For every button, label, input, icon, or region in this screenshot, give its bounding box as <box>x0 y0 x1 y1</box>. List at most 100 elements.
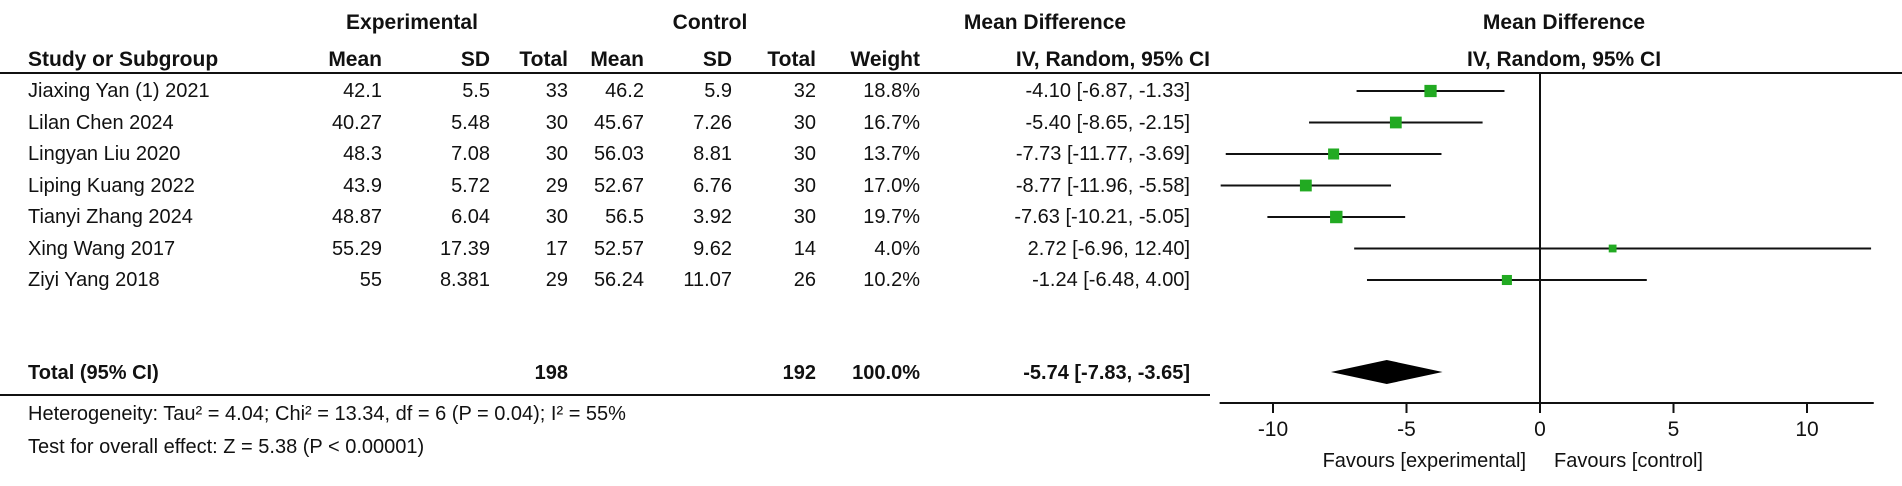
weight: 10.2% <box>863 269 920 291</box>
experimental-header: Experimental <box>346 11 478 34</box>
exp-sd: 17.39 <box>439 237 490 260</box>
ctl-total: 14 <box>793 237 816 260</box>
exp-total-header: Total <box>519 48 568 71</box>
x-tick-label: -10 <box>1258 418 1288 441</box>
ctl-mean: 46.2 <box>605 80 644 102</box>
total-ctl-count: 192 <box>782 362 816 384</box>
exp-total: 29 <box>545 174 568 197</box>
exp-sd: 5.5 <box>462 80 490 102</box>
ctl-total: 30 <box>793 143 816 165</box>
pooled-diamond <box>1330 360 1443 384</box>
header-rule <box>0 72 1902 74</box>
weight: 4.0% <box>874 237 920 260</box>
point-marker <box>1501 274 1512 286</box>
ci-text: 2.72 [-6.96, 12.40] <box>1027 237 1190 260</box>
exp-sd: 5.48 <box>451 111 490 134</box>
ctl-sd: 8.81 <box>693 143 732 165</box>
exp-sd: 6.04 <box>451 206 490 228</box>
ctl-sd: 11.07 <box>683 269 732 291</box>
favours-right-label: Favours [control] <box>1554 450 1703 472</box>
point-marker <box>1328 148 1340 160</box>
total-exp-count: 198 <box>534 362 568 384</box>
ctl-sd: 7.26 <box>693 111 732 134</box>
control-header: Control <box>672 11 748 34</box>
ci-text: -7.63 [-10.21, -5.05] <box>1014 206 1190 228</box>
table-bottom-rule <box>0 394 1210 396</box>
exp-mean: 48.87 <box>331 206 382 228</box>
ci-text: -7.73 [-11.77, -3.69] <box>1015 143 1190 165</box>
exp-total: 33 <box>545 80 568 102</box>
study-name: Ziyi Yang 2018 <box>28 269 160 291</box>
ctl-mean: 56.03 <box>593 143 644 165</box>
exp-total: 29 <box>545 269 568 291</box>
ctl-total: 26 <box>793 269 816 291</box>
weight: 18.8% <box>863 80 920 102</box>
study-name: Tianyi Zhang 2024 <box>28 206 193 228</box>
exp-total: 30 <box>545 111 568 134</box>
study-name: Liping Kuang 2022 <box>28 174 195 197</box>
ctl-sd-header: SD <box>702 48 732 71</box>
favours-left-label: Favours [experimental] <box>1323 450 1526 472</box>
x-tick-label: 10 <box>1795 418 1818 441</box>
x-tick-label: -5 <box>1397 418 1416 441</box>
total-weight: 100.0% <box>852 362 920 384</box>
x-tick-label: 5 <box>1668 418 1680 441</box>
point-marker <box>1608 244 1617 253</box>
exp-mean-header: Mean <box>328 48 382 71</box>
weight-header: Weight <box>850 48 920 71</box>
exp-mean: 55 <box>359 269 382 291</box>
exp-mean: 43.9 <box>343 174 382 197</box>
exp-sd-header: SD <box>460 48 490 71</box>
weight: 13.7% <box>863 143 920 165</box>
ctl-total-header: Total <box>767 48 816 71</box>
weight: 17.0% <box>863 174 920 197</box>
heterogeneity-text: Heterogeneity: Tau² = 4.04; Chi² = 13.34… <box>28 403 626 425</box>
ctl-mean-header: Mean <box>590 48 644 71</box>
study-name: Lilan Chen 2024 <box>28 111 174 134</box>
exp-sd: 8.381 <box>439 269 490 291</box>
ctl-mean: 56.5 <box>605 206 644 228</box>
study-name: Lingyan Liu 2020 <box>28 143 181 165</box>
exp-sd: 7.08 <box>451 143 490 165</box>
overall-effect-text: Test for overall effect: Z = 5.38 (P < 0… <box>28 436 425 458</box>
ctl-sd: 3.92 <box>693 206 732 228</box>
exp-total: 17 <box>545 237 568 260</box>
plot-title: Mean Difference <box>1482 11 1646 34</box>
study-name: Xing Wang 2017 <box>28 237 176 260</box>
point-marker <box>1299 179 1312 192</box>
exp-mean: 55.29 <box>331 237 382 260</box>
ctl-total: 32 <box>793 80 816 102</box>
ctl-total: 30 <box>793 174 816 197</box>
ci-text: -4.10 [-6.87, -1.33] <box>1025 80 1190 102</box>
exp-mean: 40.27 <box>331 111 382 134</box>
exp-mean: 42.1 <box>343 80 382 102</box>
ctl-mean: 52.57 <box>593 237 644 260</box>
weight: 16.7% <box>863 111 920 134</box>
ci-text: -8.77 [-11.96, -5.58] <box>1015 174 1190 197</box>
plot-method-header: IV, Random, 95% CI <box>1466 48 1662 71</box>
x-tick-label: 0 <box>1534 418 1546 441</box>
exp-total: 30 <box>545 143 568 165</box>
exp-sd: 5.72 <box>451 174 490 197</box>
method-header: IV, Random, 95% CI <box>1015 48 1210 71</box>
ctl-sd: 9.62 <box>693 237 732 260</box>
study-name: Jiaxing Yan (1) 2021 <box>28 80 210 102</box>
ci-text: -5.40 [-8.65, -2.15] <box>1025 111 1190 134</box>
ctl-sd: 6.76 <box>693 174 732 197</box>
weight: 19.7% <box>863 206 920 228</box>
exp-total: 30 <box>545 206 568 228</box>
ctl-total: 30 <box>793 111 816 134</box>
md-header: Mean Difference <box>963 11 1127 34</box>
study-column-header: Study or Subgroup <box>28 48 219 71</box>
total-label: Total (95% CI) <box>28 362 159 384</box>
ci-text: -1.24 [-6.48, 4.00] <box>1032 269 1190 291</box>
ctl-mean: 52.67 <box>593 174 644 197</box>
ctl-mean: 45.67 <box>593 111 644 134</box>
total-ci: -5.74 [-7.83, -3.65] <box>1023 362 1190 384</box>
ctl-mean: 56.24 <box>593 269 644 291</box>
ctl-total: 30 <box>793 206 816 228</box>
exp-mean: 48.3 <box>343 143 382 165</box>
point-marker <box>1424 84 1437 98</box>
ctl-sd: 5.9 <box>704 80 732 102</box>
